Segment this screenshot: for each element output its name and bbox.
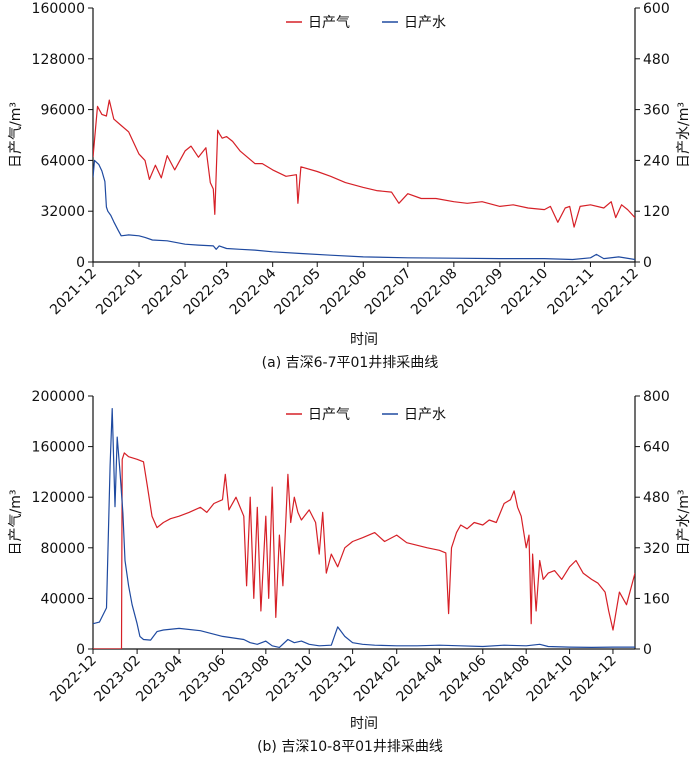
x-tick-label: 2022-03	[181, 266, 234, 319]
y2-tick-label: 480	[643, 490, 670, 506]
y2-tick-label: 480	[643, 52, 670, 68]
x-tick-label: 2024-10	[524, 653, 577, 706]
chart-caption: (a) 吉深6-7平01井排采曲线	[262, 355, 439, 371]
y-tick-label: 128000	[32, 52, 85, 68]
y2-axis-label: 日产水/m³	[676, 102, 692, 168]
y-tick-label: 64000	[40, 153, 85, 169]
y-tick-label: 120000	[32, 490, 85, 506]
x-tick-label: 2022-10	[499, 266, 552, 319]
x-tick-label: 2022-05	[271, 266, 324, 319]
y2-tick-label: 160	[643, 591, 670, 607]
y-axis-label: 日产气/m³	[8, 102, 24, 168]
y2-tick-label: 240	[643, 153, 670, 169]
x-tick-label: 2023-06	[177, 652, 230, 705]
y-tick-label: 160000	[32, 1, 85, 17]
legend-entry: 日产气	[308, 407, 350, 423]
x-tick-label: 2022-08	[408, 266, 461, 319]
y-tick-label: 0	[76, 255, 85, 271]
y2-axis-label: 日产水/m³	[676, 490, 692, 556]
legend-entry: 日产水	[404, 15, 446, 31]
y-tick-label: 0	[76, 642, 85, 658]
series-line-water	[93, 159, 635, 261]
y-tick-label: 80000	[40, 541, 85, 557]
x-tick-label: 2023-04	[133, 652, 186, 705]
x-axis-label: 时间	[350, 332, 378, 348]
x-tick-label: 2024-06	[437, 652, 490, 705]
y2-tick-label: 0	[643, 642, 652, 658]
x-tick-label: 2024-08	[480, 653, 533, 706]
y-tick-label: 160000	[32, 440, 85, 456]
y-tick-label: 40000	[40, 591, 85, 607]
y2-tick-label: 120	[643, 204, 670, 220]
x-tick-label: 2022-11	[545, 266, 598, 319]
y2-tick-label: 320	[643, 541, 670, 557]
chart-caption: (b) 吉深10-8平01井排采曲线	[257, 739, 443, 755]
x-tick-label: 2023-08	[220, 653, 273, 706]
y2-tick-label: 0	[643, 255, 652, 271]
x-tick-label: 2021-12	[47, 266, 100, 319]
x-tick-label: 2022-07	[362, 266, 415, 319]
x-tick-label: 2022-01	[93, 266, 146, 319]
chart-b: 0 40000 80000 120000 160000 200000 0 160 320 480 6…	[8, 389, 692, 755]
x-tick-label: 2023-10	[263, 653, 316, 706]
x-tick-label: 2022-12	[589, 266, 642, 319]
series-line-gas	[93, 99, 635, 228]
x-tick-label: 2022-06	[317, 265, 370, 318]
y-tick-label: 32000	[40, 204, 85, 220]
x-tick-label: 2022-04	[227, 265, 280, 318]
x-tick-label: 2024-12	[567, 653, 620, 706]
y-tick-label: 96000	[40, 103, 85, 119]
y2-tick-label: 800	[643, 389, 670, 405]
y2-tick-label: 600	[643, 1, 670, 17]
x-tick-label: 2024-04	[394, 652, 447, 705]
series-line-water	[93, 408, 635, 649]
x-tick-label: 2023-12	[307, 653, 360, 706]
y-axis-label: 日产气/m³	[8, 490, 24, 556]
x-tick-label: 2022-12	[47, 653, 100, 706]
legend-entry: 日产水	[404, 407, 446, 423]
y-tick-label: 200000	[32, 389, 85, 405]
y2-tick-label: 360	[643, 103, 670, 119]
chart-a: 0 32000 64000 96000 128000 160000 0 120 240 360 48…	[8, 1, 692, 371]
series-line-gas	[93, 452, 635, 649]
x-tick-label: 2022-09	[454, 266, 507, 319]
x-axis-label: 时间	[350, 716, 378, 732]
legend-entry: 日产气	[308, 15, 350, 31]
y2-tick-label: 640	[643, 440, 670, 456]
